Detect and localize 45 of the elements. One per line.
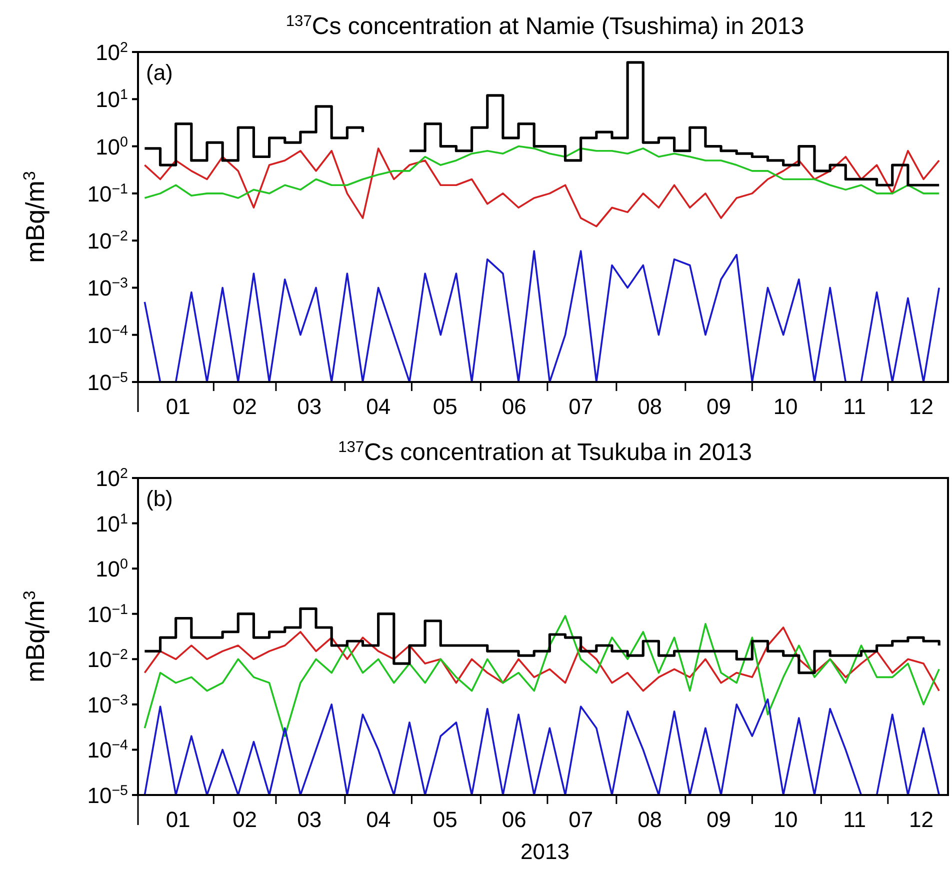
y-tick-label: 10$^{−3}$ <box>87 276 128 301</box>
x-tick-label: 08 <box>638 807 662 832</box>
x-tick-label: 12 <box>909 394 934 419</box>
x-tick-label: 03 <box>297 394 322 419</box>
x-tick-label: 12 <box>909 807 934 832</box>
y-tick-label: 10$^{−1}$ <box>87 181 128 206</box>
y-tick-label: 10$^{2}$ <box>96 40 128 65</box>
x-tick-label: 06 <box>502 394 526 419</box>
x-tick-label: 04 <box>366 394 391 419</box>
x-tick-label: 02 <box>232 394 258 419</box>
annotation: (b) <box>146 486 173 511</box>
y-tick-label: 10$^{−4}$ <box>87 738 128 763</box>
x-tick-label: 09 <box>706 807 732 832</box>
x-tick-label: 03 <box>297 807 322 832</box>
x-tick-label: 10 <box>773 807 798 832</box>
y-tick-label: 10$^{−5}$ <box>87 783 128 808</box>
chart-title: $^{137}$Cs concentration at Namie (Tsushima) in 2013 <box>286 12 804 40</box>
x-tick-label: 11 <box>843 807 866 832</box>
annotation: (a) <box>146 60 173 85</box>
x-tick-label: 11 <box>843 394 866 419</box>
x-tick-label: 06 <box>502 807 526 832</box>
x-tick-label: 01 <box>166 394 190 419</box>
y-tick-label: 10$^{−3}$ <box>87 692 128 718</box>
y-tick-label: 10$^{0}$ <box>96 134 128 160</box>
y-tick-label: 10$^{1}$ <box>96 87 128 112</box>
x-tick-label: 08 <box>638 394 662 419</box>
y-tick-label: 10$^{−1}$ <box>87 602 128 627</box>
x-tick-label: 07 <box>568 394 594 419</box>
x-tick-label: 01 <box>166 807 190 832</box>
x-tick-label: 05 <box>432 807 458 832</box>
x-tick-label: 02 <box>232 807 258 832</box>
x-tick-label: 10 <box>773 394 798 419</box>
y-tick-label: 10$^{−2}$ <box>87 228 128 254</box>
x-tick-label: 05 <box>432 394 458 419</box>
y-tick-label: 10$^{−5}$ <box>87 370 128 395</box>
y-tick-label: 10$^{2}$ <box>96 466 128 491</box>
y-tick-label: 10$^{0}$ <box>96 556 128 582</box>
chart-title: $^{137}$Cs concentration at Tsukuba in 2013 <box>338 438 752 466</box>
x-tick-label: 09 <box>706 394 732 419</box>
y-tick-label: 10$^{−4}$ <box>87 322 128 348</box>
y-tick-label: 10$^{1}$ <box>96 511 128 536</box>
y-tick-label: 10$^{−2}$ <box>87 647 128 672</box>
x-tick-label: 04 <box>366 807 391 832</box>
x-axis-title: 2013 <box>520 839 570 864</box>
x-tick-label: 07 <box>568 807 594 832</box>
